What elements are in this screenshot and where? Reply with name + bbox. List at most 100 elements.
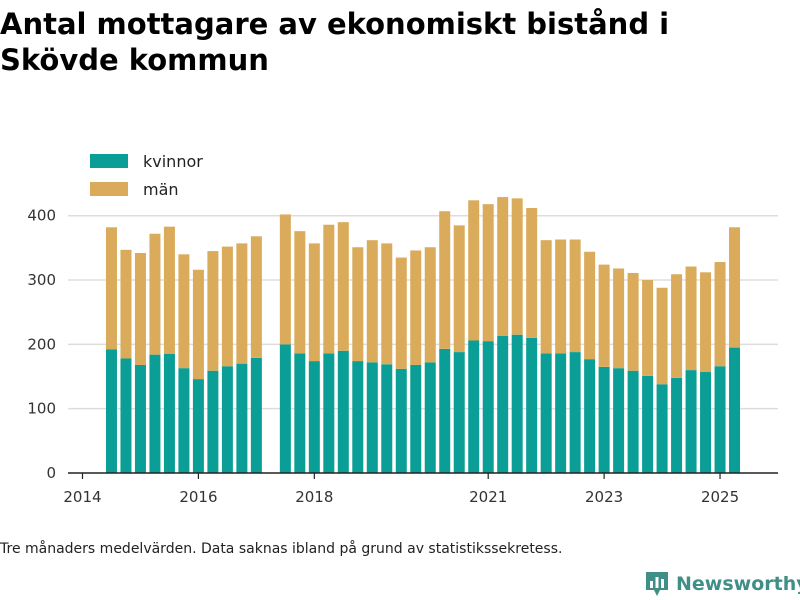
bar-kvinnor (642, 375, 654, 473)
bar-man (294, 231, 306, 354)
bar-kvinnor (714, 366, 726, 473)
bar-man (584, 251, 596, 360)
bar-kvinnor (685, 370, 697, 473)
bar-kvinnor (598, 366, 610, 473)
bar-man (497, 197, 509, 337)
bar-man (207, 251, 219, 371)
footnote: Tre månaders medelvärden. Data saknas ib… (0, 541, 563, 557)
bar-man (134, 253, 146, 365)
axes: 0 100 200 300 400 2014 2016 2018 2021 2023 2025 (27, 207, 778, 506)
x-tick-label: 2025 (701, 488, 739, 506)
bar-man (424, 247, 436, 363)
chart-title: Antal mottagare av ekonomiskt bistånd i … (0, 7, 670, 77)
bar-kvinnor (613, 368, 625, 473)
brand-name: Newsworthy (676, 573, 800, 595)
bar-kvinnor (178, 368, 190, 473)
bar-kvinnor (134, 364, 146, 473)
bar-man (656, 287, 668, 385)
bar-kvinnor (671, 377, 683, 473)
bar-kvinnor (381, 364, 393, 473)
bar-kvinnor (192, 379, 204, 473)
bar-man (685, 266, 697, 371)
bar-man (526, 208, 538, 338)
legend-label: kvinnor (143, 152, 203, 171)
bar-kvinnor (163, 354, 175, 473)
bar-kvinnor (366, 362, 378, 473)
bar-man (598, 264, 610, 367)
bar-kvinnor (729, 347, 741, 473)
bar-kvinnor (555, 353, 567, 473)
bar-man (178, 254, 190, 369)
bar-man (250, 236, 262, 358)
bar-kvinnor (627, 370, 639, 473)
bar-man (221, 246, 233, 367)
bar-kvinnor (482, 341, 494, 473)
bar-man (366, 240, 378, 363)
newsworthy-logo[interactable]: Newsworthy (644, 570, 800, 598)
bar-man (642, 280, 654, 376)
bar-man (163, 226, 175, 355)
bar-kvinnor (700, 372, 712, 473)
y-tick-label: 400 (27, 207, 56, 225)
bar-man (569, 239, 581, 353)
bar-man (323, 224, 335, 354)
bars (105, 197, 741, 473)
bar-man (395, 257, 407, 369)
legend-swatch (90, 182, 128, 196)
bar-man (613, 268, 625, 369)
chart-bars-icon (646, 572, 668, 596)
bar-kvinnor (250, 357, 262, 473)
bar-kvinnor (279, 344, 291, 473)
bar-man (540, 240, 552, 354)
bar-man (555, 239, 567, 354)
bar-kvinnor (656, 384, 668, 473)
bar-man (236, 243, 248, 364)
bar-man (482, 204, 494, 342)
bar-kvinnor (526, 337, 538, 473)
bar-kvinnor (323, 353, 335, 473)
y-tick-label: 200 (27, 335, 56, 353)
bar-man (149, 233, 161, 355)
bar-kvinnor (540, 353, 552, 473)
bar-man (729, 227, 741, 348)
legend-label: män (143, 180, 179, 199)
bar-man (439, 211, 451, 349)
bar-man (627, 272, 639, 371)
bar-kvinnor (569, 352, 581, 473)
bar-kvinnor (424, 362, 436, 473)
bar-man (468, 200, 480, 341)
bar-man (410, 250, 422, 365)
bar-man (671, 274, 683, 378)
x-tick-label: 2023 (585, 488, 623, 506)
legend: kvinnor män (78, 148, 220, 206)
bar-kvinnor (584, 359, 596, 473)
legend-swatch (90, 154, 128, 168)
stacked-bar-chart: 0 100 200 300 400 2014 2016 2018 2021 2023 2025 kv… (27, 148, 778, 506)
bar-man (381, 243, 393, 365)
y-tick-label: 300 (27, 271, 56, 289)
x-tick-label: 2014 (63, 488, 101, 506)
bar-kvinnor (207, 370, 219, 473)
bar-man (308, 243, 320, 362)
bar-kvinnor (120, 358, 132, 473)
bar-man (279, 214, 291, 345)
bar-kvinnor (337, 350, 349, 473)
bar-man (120, 249, 132, 359)
y-tick-label: 100 (27, 400, 56, 418)
bar-man (714, 262, 726, 367)
bar-man (105, 227, 117, 350)
y-tick-label: 0 (46, 464, 56, 482)
x-tick-label: 2016 (179, 488, 217, 506)
bar-kvinnor (352, 361, 364, 473)
bar-man (352, 247, 364, 362)
bar-man (192, 269, 204, 380)
bar-kvinnor (221, 366, 233, 473)
bar-man (511, 198, 523, 335)
bar-kvinnor (410, 364, 422, 473)
x-tick-label: 2018 (295, 488, 333, 506)
bar-kvinnor (105, 349, 117, 473)
bar-kvinnor (236, 363, 248, 473)
bar-kvinnor (453, 352, 465, 473)
bar-kvinnor (468, 340, 480, 473)
x-tick-label: 2021 (469, 488, 507, 506)
